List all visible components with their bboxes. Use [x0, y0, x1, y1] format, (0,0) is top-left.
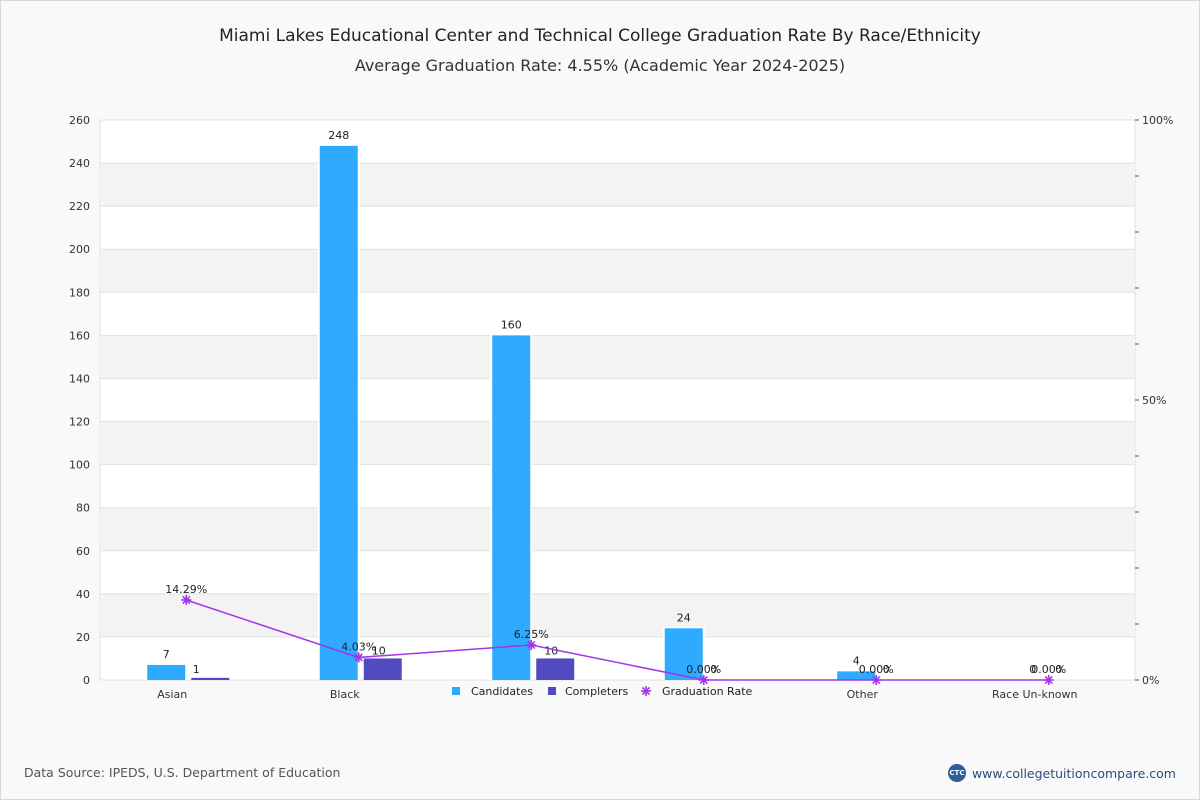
candidates-bar	[837, 671, 876, 680]
graduation-rate-marker	[181, 594, 192, 605]
candidates-bar	[147, 664, 186, 680]
grid-band	[100, 421, 1135, 465]
grid-band	[100, 335, 1135, 379]
y-left-tick-label: 180	[69, 286, 90, 299]
legend-candidates-label: Candidates	[471, 685, 533, 698]
graduation-rate-label: 6.25%	[514, 628, 549, 641]
completers-value-label: 0	[883, 663, 890, 676]
legend-graduation-rate-marker	[641, 686, 651, 696]
graduation-rate-label: 0.00%	[859, 663, 894, 676]
grid-band	[100, 163, 1135, 207]
graduation-rate-marker	[526, 640, 537, 650]
grid-band	[100, 507, 1135, 551]
y-right-tick-label: 50%	[1142, 394, 1166, 407]
y-left-tick-label: 120	[69, 416, 90, 429]
x-tick-label: Black	[330, 688, 360, 701]
candidates-value-label: 160	[501, 318, 522, 331]
completers-value-label: 1	[193, 663, 200, 676]
y-left-tick-label: 260	[69, 114, 90, 127]
x-tick-label: Race Un-known	[992, 688, 1078, 701]
y-right-tick-label: 100%	[1142, 114, 1173, 127]
graduation-rate-label: 0.00%	[686, 663, 721, 676]
y-left-tick-label: 140	[69, 372, 90, 385]
y-right-tick-label: 0%	[1142, 674, 1159, 687]
graduation-rate-label: 14.29%	[165, 583, 207, 596]
graduation-rate-label: 0.00%	[1031, 663, 1066, 676]
plot-area	[99, 119, 1136, 681]
completers-value-label: 10	[372, 644, 386, 657]
candidates-value-label: 24	[677, 611, 691, 624]
candidates-bar	[492, 335, 531, 680]
graduation-rate-marker	[1043, 675, 1054, 685]
grid-band	[100, 593, 1135, 637]
y-left-tick-label: 20	[76, 631, 90, 644]
graduation-rate-line	[186, 599, 1049, 681]
grid-band	[100, 249, 1135, 293]
candidates-value-label: 4	[853, 654, 860, 667]
completers-value-label: 0	[1055, 663, 1062, 676]
legend-graduation-rate-label: Graduation Rate	[662, 685, 753, 698]
candidates-value-label: 7	[163, 648, 170, 661]
y-left-tick-label: 240	[69, 157, 90, 170]
y-left-tick-label: 80	[76, 502, 90, 515]
candidates-bar	[664, 628, 703, 680]
completers-value-label: 0	[710, 663, 717, 676]
y-left-tick-label: 160	[69, 329, 90, 342]
graduation-rate-label: 4.03%	[341, 640, 376, 653]
legend-completers-label: Completers	[565, 685, 629, 698]
legend-completers-swatch	[548, 687, 556, 695]
chart-subtitle: Average Graduation Rate: 4.55% (Academic…	[354, 56, 846, 75]
x-tick-label: Other	[847, 688, 879, 701]
brand-link[interactable]: CTC www.collegetuitioncompare.com	[947, 764, 1176, 782]
y-left-tick-label: 220	[69, 200, 90, 213]
graduation-rate-marker	[698, 675, 709, 685]
data-source: Data Source: IPEDS, U.S. Department of E…	[24, 765, 341, 780]
chart-title: Miami Lakes Educational Center and Techn…	[219, 26, 981, 46]
y-left-tick-label: 40	[76, 588, 90, 601]
completers-bar	[363, 658, 402, 680]
candidates-bar	[319, 145, 358, 680]
x-tick-label: Asian	[157, 688, 187, 701]
y-left-tick-label: 60	[76, 545, 90, 558]
candidates-value-label: 248	[328, 129, 349, 142]
y-left-tick-label: 0	[83, 674, 90, 687]
completers-bar	[536, 658, 575, 680]
brand-url: www.collegetuitioncompare.com	[971, 765, 1176, 781]
y-left-tick-label: 200	[69, 243, 90, 256]
graduation-rate-marker	[353, 652, 364, 663]
brand-logo-icon: CTC	[947, 764, 966, 782]
graduation-rate-marker	[871, 675, 882, 685]
y-left-tick-label: 100	[69, 459, 90, 472]
candidates-value-label: 0	[1029, 663, 1036, 676]
legend-candidates-swatch	[452, 687, 460, 695]
completers-value-label: 10	[544, 644, 558, 657]
completers-bar	[191, 677, 230, 680]
